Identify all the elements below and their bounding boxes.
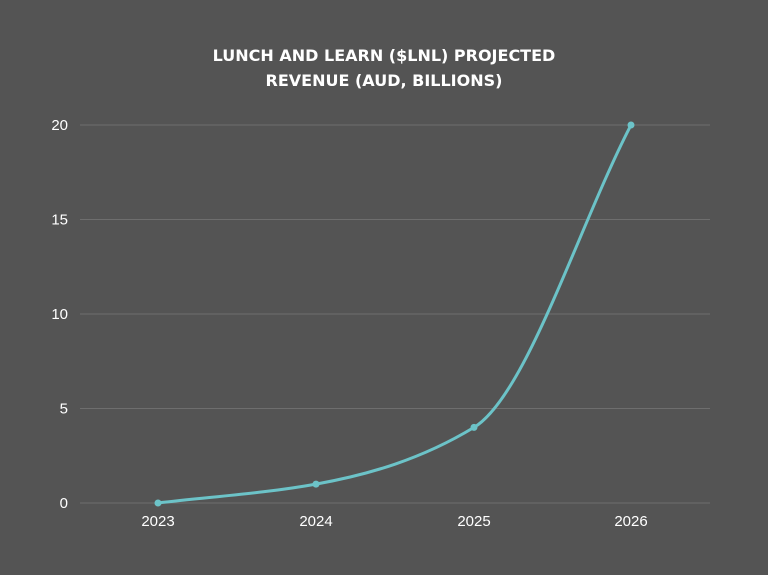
grid-lines bbox=[80, 124, 710, 504]
y-axis-tick-labels: 0 5 10 15 20 bbox=[51, 117, 68, 512]
data-point-2023 bbox=[154, 499, 162, 507]
y-tick-label-20: 20 bbox=[51, 117, 68, 134]
data-point-2026 bbox=[627, 121, 635, 129]
x-tick-label-2025: 2025 bbox=[457, 513, 490, 530]
series-layer bbox=[156, 123, 633, 505]
y-tick-label-0: 0 bbox=[60, 495, 68, 512]
x-tick-label-2023: 2023 bbox=[141, 513, 174, 530]
chart-title-line-2: REVENUE (AUD, BILLIONS) bbox=[266, 71, 503, 90]
series-line-0 bbox=[156, 123, 633, 505]
x-axis-tick-labels: 2023 2024 2025 2026 bbox=[141, 513, 647, 530]
y-tick-label-10: 10 bbox=[51, 306, 68, 323]
data-points bbox=[154, 121, 635, 507]
chart-title-line-1: LUNCH AND LEARN ($LNL) PROJECTED bbox=[213, 46, 556, 65]
y-tick-label-5: 5 bbox=[60, 401, 68, 418]
data-point-2025 bbox=[470, 423, 478, 431]
x-tick-label-2024: 2024 bbox=[299, 513, 332, 530]
chart-title: LUNCH AND LEARN ($LNL) PROJECTED REVENUE… bbox=[213, 46, 556, 90]
x-tick-label-2026: 2026 bbox=[614, 513, 647, 530]
y-tick-label-15: 15 bbox=[51, 212, 68, 229]
data-point-2024 bbox=[312, 480, 320, 488]
